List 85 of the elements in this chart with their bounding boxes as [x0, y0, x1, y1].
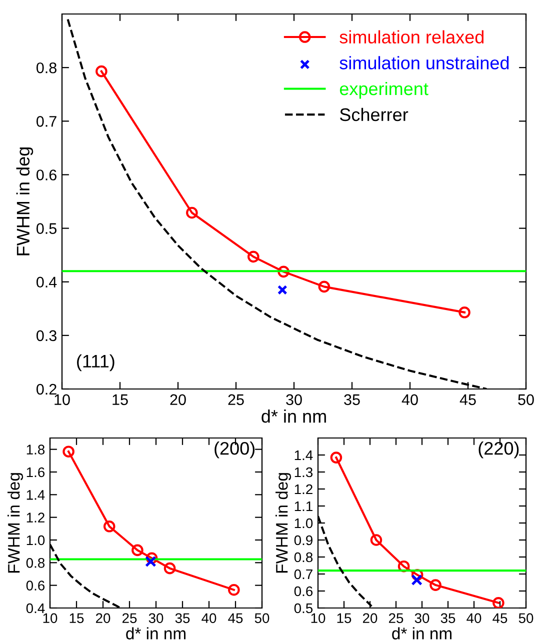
x-tick-label: 50	[518, 394, 534, 406]
x-axis-title: d* in nm	[392, 627, 452, 640]
y-tick-label: 1.2	[26, 512, 44, 522]
y-tick-label: 0.8	[36, 62, 56, 74]
point	[277, 284, 288, 295]
point	[146, 552, 158, 564]
y-tick-label: 1.4	[26, 490, 45, 500]
point	[398, 560, 410, 572]
point	[62, 446, 74, 458]
legend-label: simulation unstrained	[340, 56, 509, 70]
x-tick-label: 10	[43, 613, 58, 624]
x-tick-label: 35	[440, 613, 456, 624]
y-axis-title: FWHM in deg	[276, 473, 292, 573]
legend-label: experiment	[340, 82, 428, 99]
y-tick-label: 1.6	[26, 467, 45, 478]
x-tick-label: 40	[466, 613, 482, 624]
point	[247, 250, 260, 263]
y-tick-label: 0.6	[26, 580, 45, 591]
point	[278, 266, 290, 278]
y-tick-label: 0.5	[36, 223, 56, 234]
x-tick-label: 15	[337, 613, 352, 624]
x-tick-label: 25	[388, 613, 404, 624]
y-tick-label: 0.9	[294, 535, 312, 546]
y-tick-label: 0.5	[294, 603, 313, 614]
y-tick-label: 1.3	[294, 467, 313, 478]
x-tick-label: 40	[202, 613, 216, 624]
x-tick-label: 35	[175, 613, 190, 624]
point	[411, 574, 422, 586]
point	[228, 584, 240, 596]
x-tick-label: 20	[362, 613, 378, 624]
y-tick-label: 0.3	[36, 330, 56, 342]
point	[132, 544, 144, 556]
x-tick-label: 25	[122, 613, 137, 624]
y-tick-label: 0.7	[294, 569, 312, 580]
x-tick-label: 45	[228, 613, 243, 624]
y-tick-label: 1.8	[26, 444, 45, 455]
legend-label: Scherrer	[340, 108, 408, 122]
x-tick-label: 30	[414, 613, 430, 624]
x-tick-label: 30	[286, 394, 302, 406]
x-tick-label: 10	[311, 613, 326, 624]
y-tick-label: 0.4	[26, 603, 45, 614]
annotation: (111)	[77, 354, 114, 372]
x-axis-title: d* in nm	[262, 409, 326, 423]
point	[330, 452, 342, 464]
x-tick-label: 20	[96, 613, 110, 624]
x-tick-label: 35	[344, 394, 360, 406]
annotation: (220)	[478, 441, 519, 458]
y-tick-label: 0.2	[36, 384, 56, 395]
point	[318, 280, 330, 293]
y-tick-label: 1.0	[294, 518, 313, 528]
point	[186, 206, 198, 219]
y-tick-label: 0.6	[36, 170, 56, 180]
x-axis-title: d* in nm	[126, 627, 186, 640]
point	[145, 556, 156, 568]
x-tick-label: 20	[170, 394, 186, 406]
point	[370, 534, 382, 546]
x-tick-label: 10	[54, 394, 70, 406]
y-tick-label: 1.0	[26, 535, 45, 546]
point	[164, 562, 176, 574]
y-axis-title: FWHM in deg	[8, 473, 24, 573]
point	[103, 520, 116, 532]
x-tick-label: 25	[228, 394, 244, 406]
x-tick-label: 45	[492, 613, 508, 624]
x-tick-label: 15	[112, 394, 128, 406]
y-tick-label: 1.2	[294, 484, 312, 494]
legend-label: simulation relaxed	[340, 30, 484, 44]
y-tick-label: 1.4	[294, 450, 313, 460]
y-tick-label: 0.7	[36, 116, 56, 127]
point	[492, 596, 504, 608]
y-tick-label: 0.4	[36, 276, 57, 288]
y-tick-label: 1.1	[294, 501, 312, 512]
x-tick-label: 30	[148, 613, 164, 624]
x-tick-label: 50	[254, 613, 270, 624]
x-tick-label: 45	[460, 394, 476, 406]
annotation: (200)	[214, 441, 255, 458]
point	[430, 579, 442, 591]
point	[458, 306, 470, 318]
point	[96, 65, 108, 78]
y-tick-label: 0.8	[26, 558, 45, 568]
y-axis-title: FWHM in deg	[16, 147, 34, 256]
y-tick-label: 0.8	[294, 552, 313, 562]
x-tick-label: 50	[518, 613, 534, 624]
y-tick-label: 0.6	[294, 586, 313, 596]
x-tick-label: 15	[70, 613, 84, 624]
x-tick-label: 40	[402, 394, 418, 406]
